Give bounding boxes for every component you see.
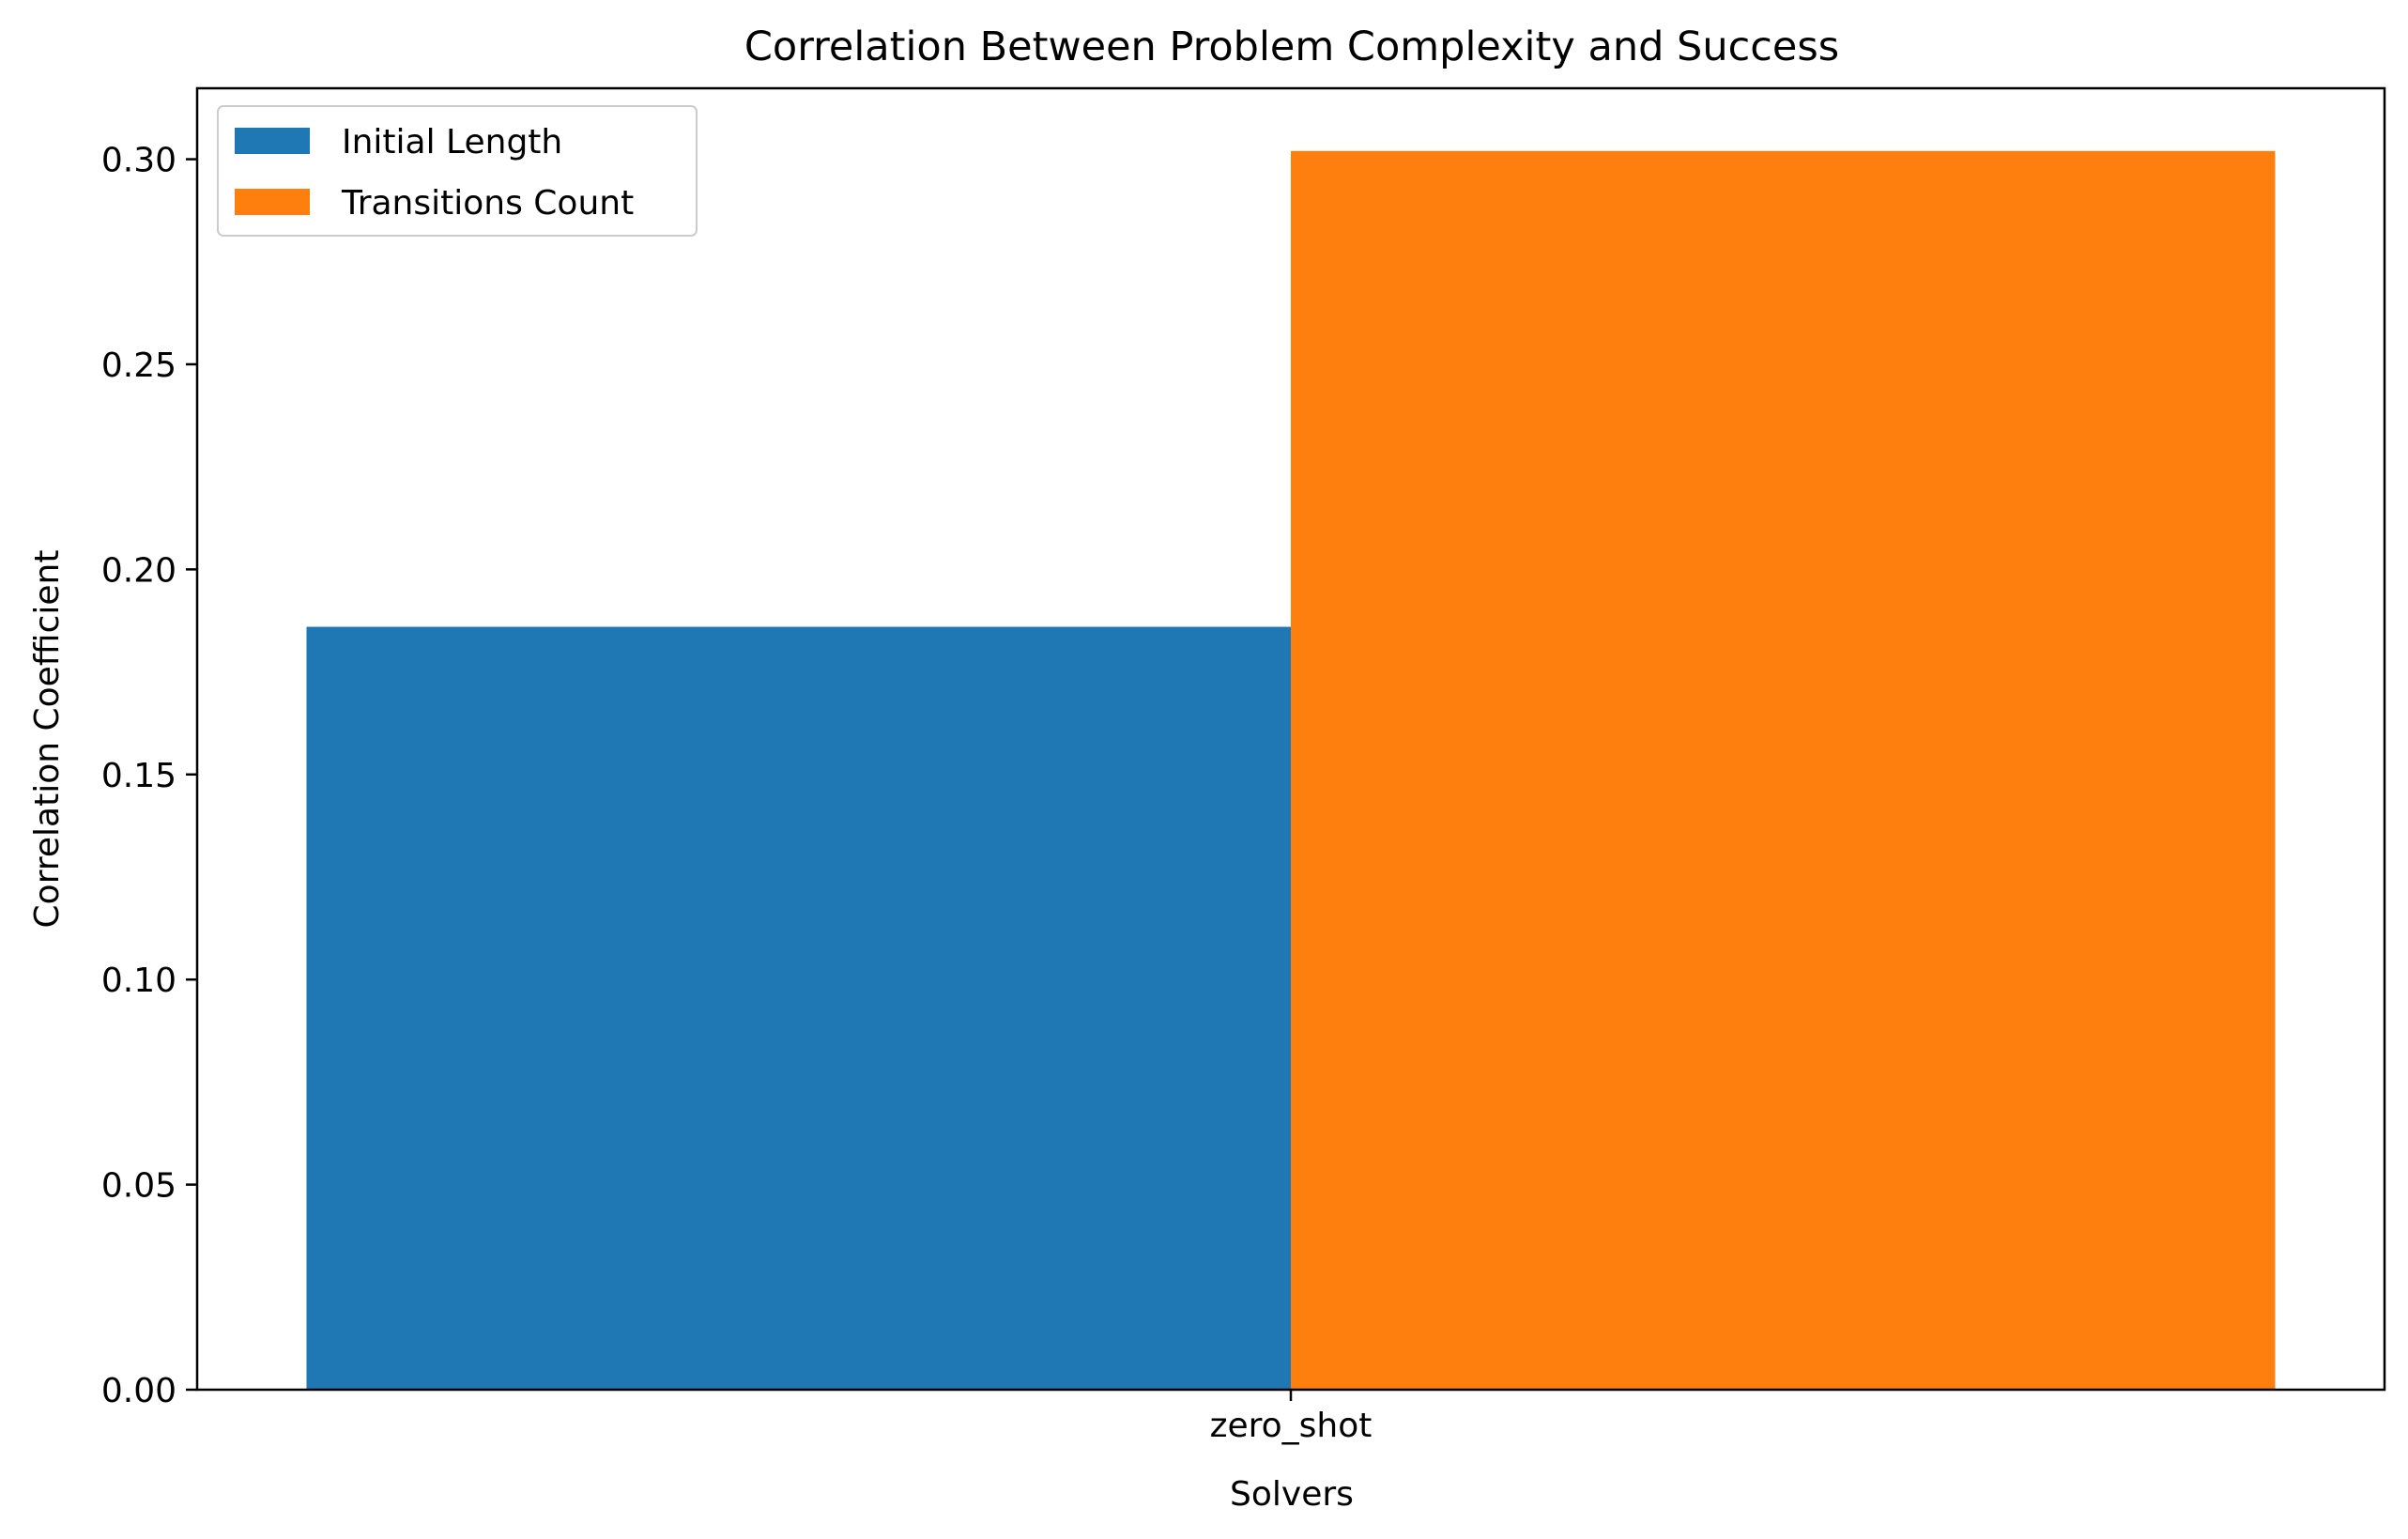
legend-label: Transitions Count — [341, 184, 634, 223]
x-tick-label: zero_shot — [1210, 1407, 1373, 1445]
y-axis: 0.00 0.05 0.10 0.15 0.20 0.25 0.30 — [101, 142, 197, 1410]
y-tick-label: 0.25 — [101, 346, 176, 385]
y-tick-label: 0.10 — [101, 962, 176, 1000]
x-axis: zero_shot — [1210, 1390, 1373, 1445]
legend-label: Initial Length — [342, 123, 562, 162]
legend-frame — [217, 105, 698, 237]
x-axis-label: Solvers — [1230, 1475, 1354, 1514]
bars-group — [306, 150, 2276, 1390]
legend-swatch — [235, 128, 310, 154]
bar-initial-length-zero_shot — [306, 626, 1291, 1390]
chart-title: Correlation Between Problem Complexity a… — [744, 23, 1839, 70]
bar-transitions-count-zero_shot — [1291, 150, 2276, 1390]
y-tick-label: 0.20 — [101, 551, 176, 590]
legend: Initial Length Transitions Count — [217, 105, 698, 237]
y-axis-label: Correlation Coefficient — [28, 550, 67, 929]
legend-swatch — [235, 189, 310, 215]
y-tick-label: 0.05 — [101, 1167, 176, 1206]
y-tick-label: 0.00 — [101, 1372, 176, 1410]
y-tick-label: 0.30 — [101, 142, 176, 180]
legend-items: Initial Length Transitions Count — [235, 123, 634, 223]
y-tick-label: 0.15 — [101, 757, 176, 795]
